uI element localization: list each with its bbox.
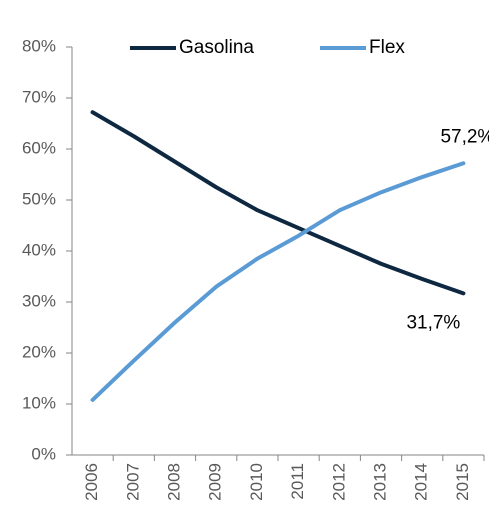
x-tick-label: 2007 (123, 463, 142, 501)
y-tick-label: 0% (31, 444, 56, 463)
x-tick-label: 2009 (206, 463, 225, 501)
x-tick-label: 2013 (370, 463, 389, 501)
series-line (90, 110, 466, 296)
y-tick-label: 60% (22, 138, 56, 157)
x-tick-label: 2015 (453, 463, 472, 501)
y-tick-label: 10% (22, 393, 56, 412)
y-tick-label: 50% (22, 189, 56, 208)
x-tick-label: 2006 (82, 463, 101, 501)
x-tick-label: 2011 (288, 463, 307, 500)
x-tick-label: 2014 (412, 463, 431, 501)
series-line (90, 161, 466, 402)
data-label: 31,7% (406, 312, 460, 333)
y-tick-label: 80% (22, 36, 56, 55)
data-label: 57,2% (440, 126, 489, 147)
x-tick-label: 2010 (247, 463, 266, 501)
y-tick-label: 30% (22, 291, 56, 310)
x-tick-label: 2008 (164, 463, 183, 501)
x-tick-label: 2012 (329, 463, 348, 501)
y-tick-label: 70% (22, 87, 56, 106)
y-tick-label: 20% (22, 342, 56, 361)
legend-label: Flex (369, 37, 405, 58)
y-tick-label: 40% (22, 240, 56, 259)
legend-label: Gasolina (179, 37, 254, 58)
